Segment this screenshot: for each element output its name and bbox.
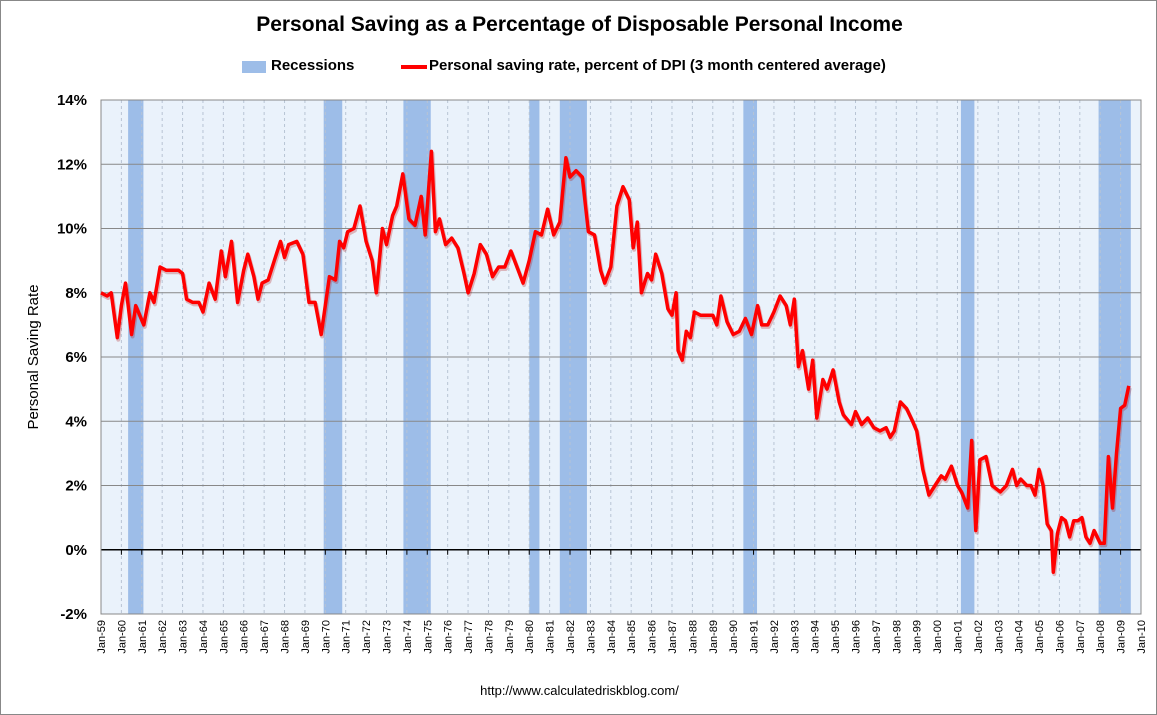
y-tick-label: 10%	[57, 221, 87, 238]
x-tick-label: Jan-73	[381, 620, 393, 654]
x-tick-label: Jan-88	[687, 620, 699, 654]
legend-series-label: Personal saving rate, percent of DPI (3 …	[429, 57, 886, 74]
legend-recession-swatch	[242, 61, 266, 73]
x-tick-label: Jan-02	[973, 620, 985, 654]
x-tick-label: Jan-66	[239, 620, 251, 654]
x-tick-label: Jan-91	[749, 620, 761, 654]
legend: Recessions Personal saving rate, percent…	[1, 57, 1156, 77]
chart-title: Personal Saving as a Percentage of Dispo…	[256, 13, 903, 36]
x-tick-label: Jan-97	[871, 620, 883, 654]
x-tick-label: Jan-75	[422, 620, 434, 654]
y-tick-label: 12%	[57, 156, 87, 173]
series-line-saving-rate	[100, 149, 1131, 574]
x-tick-label: Jan-77	[463, 620, 475, 654]
x-tick-label: Jan-60	[116, 620, 128, 654]
x-tick-label: Jan-67	[259, 620, 271, 654]
y-tick-label: -2%	[60, 606, 87, 623]
x-tick-label: Jan-00	[932, 620, 944, 654]
x-tick-label: Jan-68	[280, 620, 292, 654]
x-tick-label: Jan-05	[1034, 620, 1046, 654]
plot-border	[100, 99, 1142, 615]
x-tick-label: Jan-65	[218, 620, 230, 654]
y-tick-label: 6%	[65, 349, 87, 366]
x-tick-label: Jan-84	[606, 620, 618, 654]
x-tick-label: Jan-04	[1014, 620, 1026, 654]
x-tick-label: Jan-06	[1054, 620, 1066, 654]
x-tick-label: Jan-89	[708, 620, 720, 654]
x-tick-label: Jan-63	[178, 620, 190, 654]
y-axis-label: Personal Saving Rate	[25, 284, 42, 429]
x-tick-label: Jan-74	[402, 620, 414, 654]
x-tick-label: Jan-09	[1116, 620, 1128, 654]
y-tick-label: 0%	[65, 542, 87, 559]
y-tick-label: 14%	[57, 92, 87, 109]
x-tick-label: Jan-07	[1075, 620, 1087, 654]
legend-recession-label: Recessions	[271, 57, 355, 74]
x-tick-label: Jan-08	[1095, 620, 1107, 654]
x-tick-label: Jan-76	[443, 620, 455, 654]
x-tick-label: Jan-95	[830, 620, 842, 654]
x-tick-label: Jan-03	[993, 620, 1005, 654]
y-tick-label: 2%	[65, 478, 87, 495]
x-tick-label: Jan-82	[565, 620, 577, 654]
source-url: http://www.calculatedriskblog.com/	[480, 683, 679, 698]
x-tick-label: Jan-64	[198, 620, 210, 654]
x-tick-label: Jan-94	[810, 620, 822, 654]
x-tick-label: Jan-80	[524, 620, 536, 654]
x-tick-label: Jan-79	[504, 620, 516, 654]
x-tick-label: Jan-10	[1136, 620, 1148, 654]
x-tick-label: Jan-81	[545, 620, 557, 654]
x-tick-label: Jan-90	[728, 620, 740, 654]
x-tick-label: Jan-86	[647, 620, 659, 654]
x-tick-label: Jan-70	[320, 620, 332, 654]
x-tick-label: Jan-99	[912, 620, 924, 654]
x-tick-label: Jan-93	[789, 620, 801, 654]
x-tick-label: Jan-85	[626, 620, 638, 654]
x-tick-label: Jan-69	[300, 620, 312, 654]
x-tick-label: Jan-72	[361, 620, 373, 654]
y-tick-label: 4%	[65, 413, 87, 430]
x-tick-label: Jan-61	[137, 620, 149, 654]
x-tick-label: Jan-01	[952, 620, 964, 654]
x-tick-label: Jan-59	[96, 620, 108, 654]
x-tick-label: Jan-96	[851, 620, 863, 654]
x-tick-label: Jan-78	[483, 620, 495, 654]
y-tick-label: 8%	[65, 285, 87, 302]
x-tick-label: Jan-92	[769, 620, 781, 654]
legend-line-swatch	[401, 65, 427, 69]
x-tick-label: Jan-71	[341, 620, 353, 654]
x-tick-label: Jan-83	[585, 620, 597, 654]
x-tick-label: Jan-62	[157, 620, 169, 654]
x-tick-label: Jan-98	[891, 620, 903, 654]
x-tick-label: Jan-87	[667, 620, 679, 654]
